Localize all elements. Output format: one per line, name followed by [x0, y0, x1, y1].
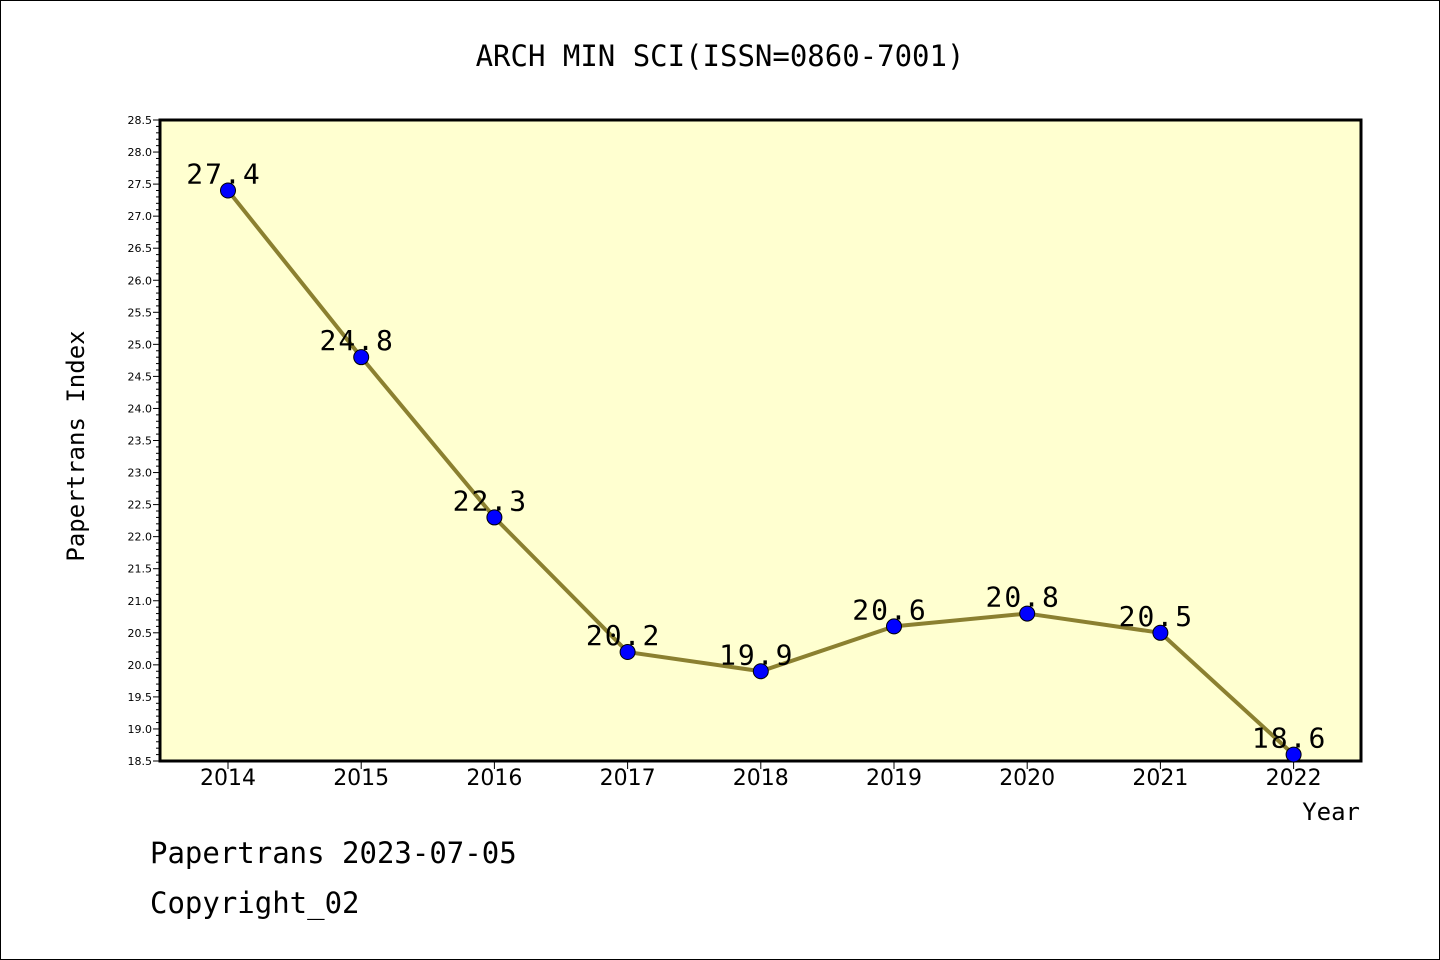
- y-axis-ticks: 18.5 19.0 19.5 20.0 20.5 21.0 21.5 22.0 22.5 23.0…: [128, 114, 160, 768]
- data-point: [1152, 624, 1169, 641]
- y-tick-label: 25.5: [128, 306, 153, 319]
- y-tick-label: 20.5: [128, 627, 153, 640]
- data-label: 27.4: [186, 158, 261, 191]
- x-axis-ticks: 2014 2015 2016 2017 2018 2019 2020 2021 2022: [200, 761, 1322, 791]
- y-tick-label: 23.5: [128, 435, 153, 448]
- data-point: [486, 509, 503, 526]
- y-tick-label: 27.0: [128, 210, 153, 223]
- data-point: [752, 663, 769, 680]
- x-tick-label: 2016: [466, 766, 522, 791]
- data-label: 18.6: [1252, 722, 1327, 755]
- y-tick-label: 24.0: [128, 402, 153, 415]
- x-tick-label: 2019: [866, 766, 922, 791]
- x-tick-label: 2015: [333, 766, 389, 791]
- chart-title: ARCH MIN SCI(ISSN=0860-7001): [476, 39, 965, 73]
- data-label: 20.6: [852, 593, 927, 626]
- data-point: [619, 644, 636, 661]
- y-tick-label: 22.0: [128, 531, 153, 544]
- data-label: 20.5: [1119, 600, 1194, 633]
- x-tick-label: 2022: [1266, 766, 1322, 791]
- data-label: 24.8: [319, 324, 394, 357]
- y-tick-label: 25.0: [128, 338, 153, 351]
- y-tick-label: 18.5: [128, 755, 153, 768]
- footer-date: Papertrans 2023-07-05: [150, 836, 517, 870]
- y-tick-label: 28.0: [128, 146, 153, 159]
- y-tick-label: 26.0: [128, 274, 153, 287]
- x-tick-label: 2014: [200, 766, 256, 791]
- data-point: [353, 349, 370, 366]
- data-label: 20.8: [985, 581, 1060, 614]
- data-point: [1019, 605, 1036, 622]
- plot-area: [158, 118, 1363, 763]
- y-tick-label: 21.0: [128, 595, 153, 608]
- x-axis-label: Year: [1302, 798, 1360, 826]
- x-tick-label: 2021: [1132, 766, 1188, 791]
- x-tick-label: 2017: [600, 766, 656, 791]
- y-tick-label: 20.0: [128, 659, 153, 672]
- x-tick-label: 2020: [999, 766, 1055, 791]
- y-tick-label: 22.5: [128, 499, 153, 512]
- data-point: [1285, 746, 1302, 763]
- y-tick-label: 19.0: [128, 723, 153, 736]
- points-layer: [220, 182, 1302, 763]
- y-tick-label: 23.0: [128, 467, 153, 480]
- y-tick-label: 21.5: [128, 563, 153, 576]
- data-point: [886, 618, 902, 635]
- x-tick-label: 2018: [733, 766, 789, 791]
- data-point: [220, 182, 236, 199]
- footer-copyright: Copyright_02: [150, 886, 360, 920]
- y-tick-label: 19.5: [128, 691, 153, 704]
- y-tick-label: 24.5: [128, 370, 153, 383]
- y-tick-label: 28.5: [128, 114, 153, 127]
- data-label: 20.2: [586, 619, 661, 652]
- data-labels-layer: 27.4 24.8 22.3 20.2 19.9 20.6 20.8 20.5 18.6: [186, 158, 1327, 755]
- y-axis-label: Papertrans Index: [62, 330, 90, 561]
- data-label: 19.9: [719, 638, 794, 671]
- data-label: 22.3: [453, 484, 528, 517]
- y-tick-label: 26.5: [128, 242, 153, 255]
- y-tick-label: 27.5: [128, 178, 153, 191]
